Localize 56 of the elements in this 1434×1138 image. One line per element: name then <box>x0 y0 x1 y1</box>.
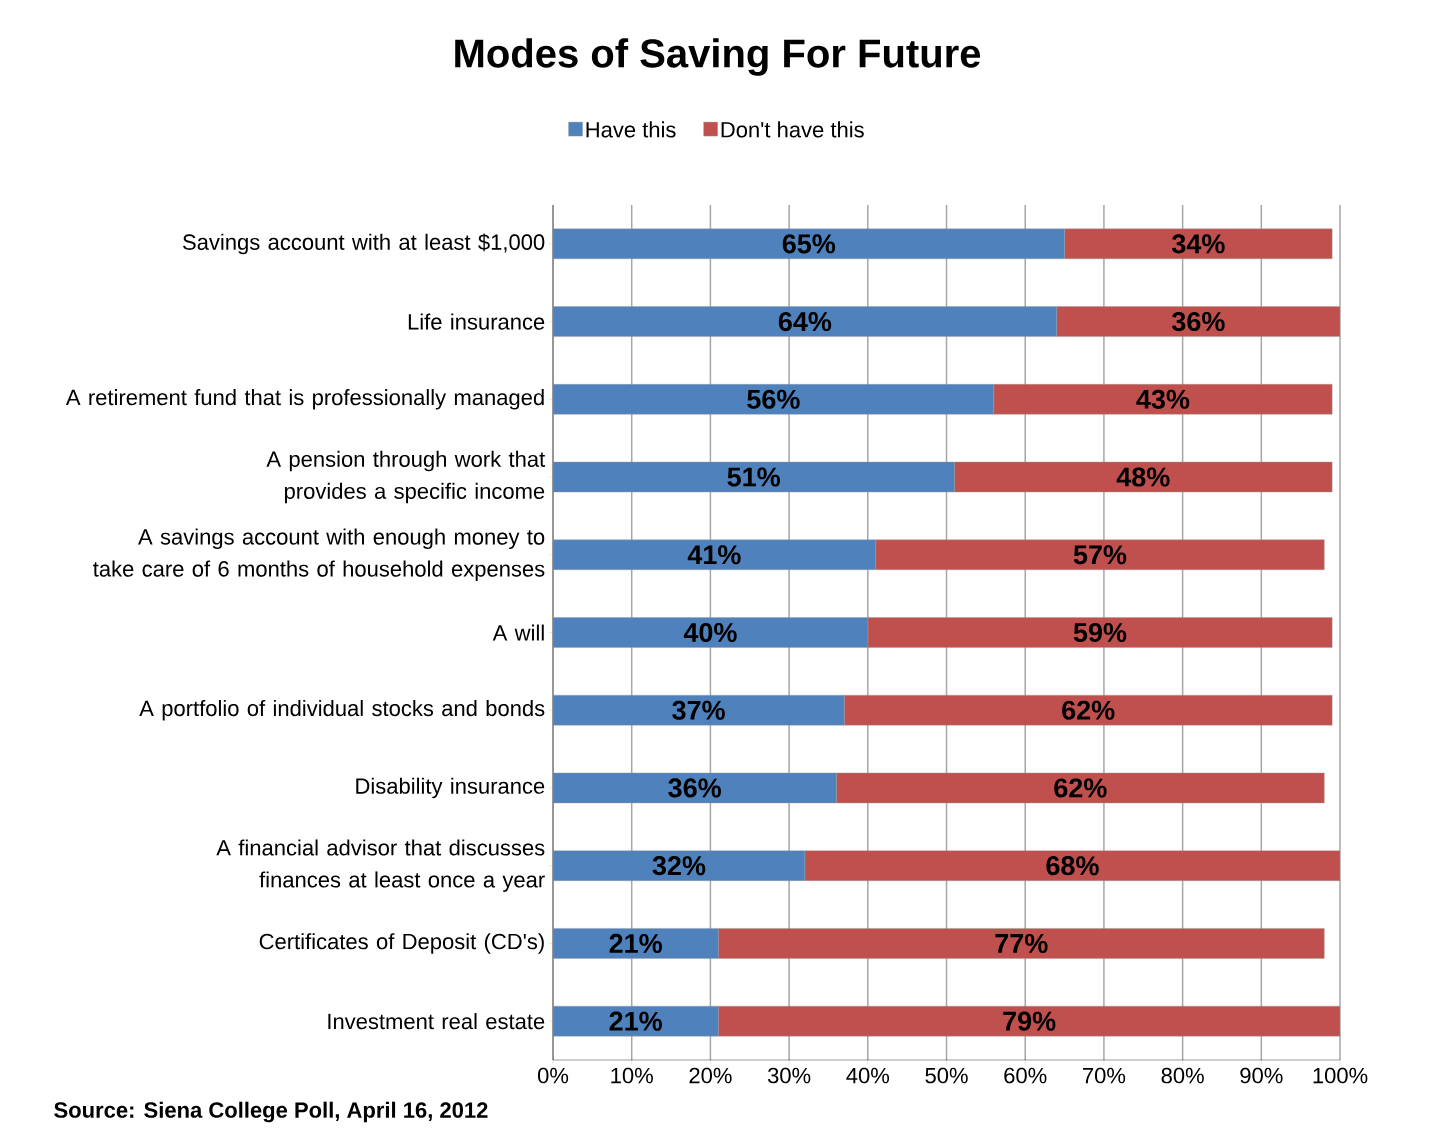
data-label: 43% <box>1136 389 1190 409</box>
y-tick-label: A savings account with enough money to take care of 6 months of household expenses <box>93 528 545 582</box>
source-note: Source: Siena College Poll, April 16, 2012 <box>54 1101 488 1123</box>
data-label: 77% <box>995 933 1048 953</box>
y-tick-label: Investment real estate <box>328 1013 545 1030</box>
y-tick-label: A will <box>492 624 544 641</box>
data-label: 62% <box>1062 700 1115 720</box>
x-tick-label: 40% <box>846 1067 890 1084</box>
data-label: 36% <box>668 778 721 798</box>
y-tick-label: A portfolio of individual stocks and bonds <box>139 699 545 721</box>
legend-label: Don't have this <box>721 121 864 138</box>
y-tick-label: Certificates of Deposit (CD's) <box>259 933 544 954</box>
x-tick-label: 70% <box>1083 1067 1126 1084</box>
data-label: 79% <box>1003 1011 1056 1031</box>
x-tick-label: 80% <box>1161 1067 1204 1084</box>
data-label: 37% <box>672 700 725 720</box>
bar <box>553 695 845 726</box>
chart-title: Modes of Saving For Future <box>455 38 981 76</box>
x-tick-label: 20% <box>689 1067 732 1084</box>
x-tick-label: 50% <box>925 1067 968 1084</box>
data-label: 48% <box>1116 467 1170 487</box>
data-label: 65% <box>782 234 836 254</box>
data-label: 64% <box>778 312 832 332</box>
bar <box>553 306 1057 337</box>
y-tick-label: A financial advisor that discusses finances at least once a year <box>216 839 545 892</box>
data-label: 36% <box>1171 312 1225 332</box>
data-label: 62% <box>1054 778 1107 798</box>
data-label: 21% <box>609 933 662 953</box>
data-label: 41% <box>687 545 741 565</box>
bar <box>553 228 1065 260</box>
bar <box>553 539 876 570</box>
y-tick-label: Life insurance <box>408 313 545 330</box>
y-tick-label: A pension through work that provides a specific income <box>266 450 546 504</box>
data-label: 40% <box>683 622 737 643</box>
x-tick-label: 0% <box>537 1067 569 1084</box>
x-tick-label: 30% <box>767 1067 811 1084</box>
bar <box>553 850 806 881</box>
x-tick-label: 10% <box>611 1067 653 1084</box>
data-label: 57% <box>1073 545 1127 565</box>
data-label: 56% <box>747 389 800 409</box>
bar <box>553 617 869 648</box>
y-tick-label: A retirement fund that is professionally managed <box>65 389 544 410</box>
data-label: 59% <box>1073 622 1127 643</box>
x-tick-label: 90% <box>1240 1067 1283 1084</box>
x-tick-label: 100% <box>1313 1067 1368 1084</box>
bar <box>553 384 994 415</box>
data-label: 32% <box>652 856 706 876</box>
y-tick-label: Disability insurance <box>356 777 545 799</box>
data-label: 21% <box>609 1011 662 1031</box>
data-label: 51% <box>727 467 780 487</box>
y-tick-label: Savings account with at least $1,000 <box>183 233 545 255</box>
x-tick-label: 60% <box>1004 1067 1047 1084</box>
legend-label: Have this <box>586 121 676 138</box>
bar <box>553 461 955 493</box>
data-label: 68% <box>1046 856 1099 876</box>
data-label: 34% <box>1171 234 1225 254</box>
